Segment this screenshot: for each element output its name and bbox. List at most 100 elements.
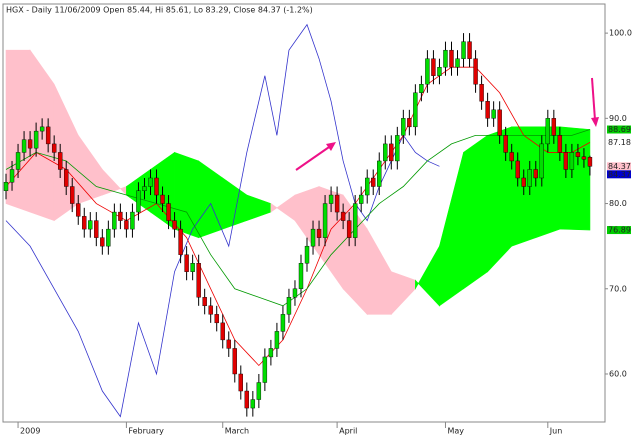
candle-body <box>473 58 478 85</box>
price-label-box <box>607 162 631 171</box>
candle-body <box>563 152 569 170</box>
annotation-arrows <box>295 77 599 171</box>
candle-body <box>106 228 111 247</box>
candle-body <box>142 186 147 191</box>
cloud-segment <box>174 151 199 239</box>
candle-body <box>262 356 268 383</box>
candle-body <box>539 143 544 179</box>
candle-body <box>521 177 526 187</box>
candle-body <box>220 322 225 341</box>
candle-body <box>250 399 256 409</box>
candle-body <box>196 263 201 298</box>
price-label-box <box>607 138 631 147</box>
candle-body <box>214 314 219 324</box>
candle-body <box>178 228 183 255</box>
candle-body <box>154 177 159 196</box>
candle-body <box>27 139 33 149</box>
candle-body <box>226 339 231 349</box>
candle-body <box>280 314 286 332</box>
arrow-head <box>326 142 336 151</box>
x-tick-label: March <box>225 427 249 436</box>
candle-body <box>3 182 9 191</box>
candle-body <box>425 58 430 85</box>
candle-body <box>286 297 292 315</box>
chart-title: HGX - Daily 11/06/2009 Open 85.44, Hi 85… <box>6 6 313 15</box>
candle-body <box>256 382 262 400</box>
plot-area <box>3 23 593 418</box>
candle-body <box>413 92 418 128</box>
candle-body <box>82 216 87 230</box>
candle-body <box>148 177 153 187</box>
candle-body <box>569 152 575 170</box>
candle-body <box>244 390 250 409</box>
candle-body <box>491 109 496 119</box>
arrow-head <box>591 117 599 127</box>
candle-body <box>533 169 538 179</box>
candle-body <box>316 228 322 238</box>
y-tick-label: 90.0 <box>609 114 627 123</box>
candle-body <box>503 135 508 153</box>
candle-body <box>340 211 346 221</box>
indicator-line <box>5 23 440 418</box>
candle-body <box>304 245 310 264</box>
candle-body <box>527 169 532 187</box>
candle-body <box>551 118 557 136</box>
y-tick-label: 100.0 <box>609 29 632 38</box>
candle-body <box>467 41 472 59</box>
candle-body <box>268 348 274 358</box>
candle-body <box>358 194 364 204</box>
candle-body <box>515 160 520 179</box>
candle-body <box>389 143 394 162</box>
candle-body <box>94 220 99 238</box>
candle-body <box>328 194 334 204</box>
candle-body <box>172 220 177 230</box>
candle-body <box>557 135 563 153</box>
candle-body <box>124 220 129 230</box>
x-tick-label: May <box>447 427 464 436</box>
candle-body <box>33 130 39 149</box>
candle-body <box>407 118 412 128</box>
cloud-segment <box>487 126 512 273</box>
x-tick-label: April <box>339 427 357 436</box>
candle-body <box>545 118 551 145</box>
candle-body <box>9 169 15 183</box>
candle-body <box>322 203 328 238</box>
price-label: 84.37 <box>608 170 631 179</box>
candle-body <box>575 152 581 157</box>
price-label: 88.69 <box>608 125 631 134</box>
candle-body <box>166 203 171 221</box>
candle-body <box>346 220 352 238</box>
candle-body <box>118 211 123 221</box>
candle-body <box>130 211 135 230</box>
plot-frame <box>2 3 606 423</box>
price-label-box <box>607 226 631 235</box>
candle-body <box>274 331 280 349</box>
x-tick-label: February <box>128 427 164 436</box>
candle-body <box>497 109 502 136</box>
y-tick-label: 70.0 <box>609 284 627 293</box>
candle-body <box>100 237 105 247</box>
candle-body <box>64 169 69 187</box>
candle-body <box>45 126 51 145</box>
candle-body <box>21 139 27 153</box>
price-label: 76.89 <box>608 226 631 235</box>
y-tick-label: 60.0 <box>609 369 627 378</box>
candle-body <box>395 135 400 162</box>
x-tick-label: 2009 <box>20 427 40 436</box>
candle-body <box>437 67 442 76</box>
candle-body <box>419 84 424 93</box>
candle-body <box>401 118 406 136</box>
candle-body <box>136 190 141 213</box>
candle-body <box>15 152 21 170</box>
candle-body <box>461 41 466 59</box>
arrow <box>295 144 333 171</box>
candle-body <box>352 203 358 238</box>
candle-body <box>587 156 593 167</box>
price-label: 87.18 <box>608 138 631 147</box>
candle-body <box>310 228 316 247</box>
candle-body <box>365 177 370 196</box>
candle-body <box>292 288 298 298</box>
candle-body <box>431 58 436 76</box>
candle-body <box>76 203 81 217</box>
